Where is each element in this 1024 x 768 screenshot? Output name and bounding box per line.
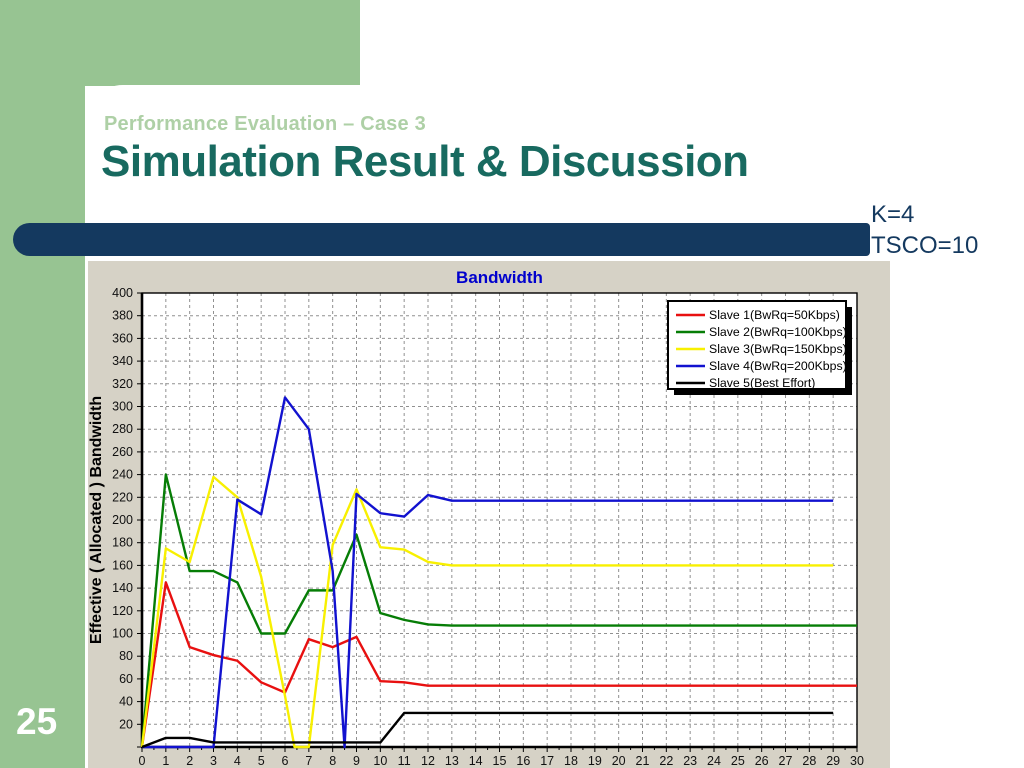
svg-text:5: 5 — [258, 754, 265, 768]
legend-label: Slave 4(BwRq=200Kbps) — [709, 359, 847, 373]
svg-text:13: 13 — [445, 754, 459, 768]
svg-text:260: 260 — [112, 445, 133, 459]
svg-text:10: 10 — [373, 754, 387, 768]
series-line-2 — [140, 473, 857, 748]
svg-text:220: 220 — [112, 490, 133, 504]
x-axis-labels: 0 1 2 3 4 5 6 7 8 9 10 11 12 13 14 15 16 17 18 19 20 21 22 23 24… — [139, 754, 864, 768]
svg-text:23: 23 — [683, 754, 697, 768]
legend-label: Slave 5(Best Effort) — [709, 376, 815, 390]
slide-eyebrow: Performance Evaluation – Case 3 — [104, 113, 426, 135]
svg-text:21: 21 — [636, 754, 650, 768]
svg-text:4: 4 — [234, 754, 241, 768]
svg-text:17: 17 — [540, 754, 554, 768]
slide-number: 25 — [16, 701, 58, 742]
svg-text:60: 60 — [119, 672, 133, 686]
svg-text:15: 15 — [493, 754, 507, 768]
simulation-params: K=4 TSCO=10 — [871, 199, 1021, 261]
svg-text:100: 100 — [112, 627, 133, 641]
series-line-5 — [141, 711, 834, 749]
svg-text:27: 27 — [779, 754, 793, 768]
svg-text:140: 140 — [112, 581, 133, 595]
svg-text:8: 8 — [329, 754, 336, 768]
svg-text:12: 12 — [421, 754, 435, 768]
y-axis-title: Effective ( Allocated ) Bandwidth — [88, 396, 105, 644]
svg-text:1: 1 — [162, 754, 169, 768]
svg-text:80: 80 — [119, 649, 133, 663]
series-line-1 — [140, 581, 857, 748]
svg-text:19: 19 — [588, 754, 602, 768]
svg-text:380: 380 — [112, 309, 133, 323]
svg-text:3: 3 — [210, 754, 217, 768]
svg-text:280: 280 — [112, 422, 133, 436]
y-axis-labels: 20 40 60 80 100 120 140 160 180 200 220 240 260 280 30… — [112, 286, 133, 731]
svg-text:0: 0 — [139, 754, 146, 768]
svg-text:16: 16 — [516, 754, 530, 768]
svg-text:160: 160 — [112, 558, 133, 572]
svg-text:20: 20 — [612, 754, 626, 768]
svg-text:18: 18 — [564, 754, 578, 768]
svg-text:340: 340 — [112, 354, 133, 368]
svg-text:9: 9 — [353, 754, 360, 768]
param-tsco: TSCO=10 — [871, 232, 979, 259]
svg-text:320: 320 — [112, 377, 133, 391]
svg-text:240: 240 — [112, 468, 133, 482]
legend-item-5: Slave 5(Best Effort) — [676, 376, 815, 390]
svg-text:120: 120 — [112, 604, 133, 618]
svg-text:400: 400 — [112, 286, 133, 300]
series-line-3 — [140, 475, 834, 749]
legend-item-3: Slave 3(BwRq=150Kbps) — [676, 342, 847, 356]
svg-text:11: 11 — [398, 754, 411, 768]
svg-text:7: 7 — [305, 754, 312, 768]
param-k: K=4 — [871, 201, 915, 228]
legend-item-2: Slave 2(BwRq=100Kbps) — [676, 325, 847, 339]
legend-item-4: Slave 4(BwRq=200Kbps) — [676, 359, 847, 373]
legend-label: Slave 1(BwRq=50Kbps) — [709, 308, 840, 322]
svg-text:6: 6 — [282, 754, 289, 768]
legend-item-1: Slave 1(BwRq=50Kbps) — [676, 308, 840, 322]
svg-text:25: 25 — [731, 754, 745, 768]
svg-text:2: 2 — [186, 754, 193, 768]
svg-text:28: 28 — [802, 754, 816, 768]
svg-text:200: 200 — [112, 513, 133, 527]
chart-title: Bandwidth — [456, 268, 543, 287]
svg-text:14: 14 — [469, 754, 483, 768]
svg-text:26: 26 — [755, 754, 769, 768]
series-line-4 — [142, 396, 834, 749]
svg-text:180: 180 — [112, 536, 133, 550]
legend-label: Slave 2(BwRq=100Kbps) — [709, 325, 847, 339]
divider-bar — [13, 223, 870, 256]
green-left-band — [0, 0, 85, 768]
bandwidth-chart: 0 1 2 3 4 5 6 7 8 9 10 11 12 13 14 15 16 17 18 19 20 21 22 23 24… — [88, 268, 864, 768]
svg-text:29: 29 — [826, 754, 840, 768]
svg-text:20: 20 — [119, 717, 133, 731]
svg-text:360: 360 — [112, 331, 133, 345]
svg-text:30: 30 — [850, 754, 864, 768]
svg-text:300: 300 — [112, 400, 133, 414]
svg-text:22: 22 — [659, 754, 673, 768]
page-title: Simulation Result & Discussion — [101, 137, 749, 186]
series-lines — [140, 396, 857, 749]
chart-legend: Slave 1(BwRq=50Kbps) Slave 2(BwRq=100Kbps… — [667, 300, 852, 395]
legend-label: Slave 3(BwRq=150Kbps) — [709, 342, 847, 356]
svg-text:24: 24 — [707, 754, 721, 768]
bandwidth-chart-panel: 0 1 2 3 4 5 6 7 8 9 10 11 12 13 14 15 16 17 18 19 20 21 22 23 24… — [88, 261, 890, 768]
svg-text:40: 40 — [119, 695, 133, 709]
